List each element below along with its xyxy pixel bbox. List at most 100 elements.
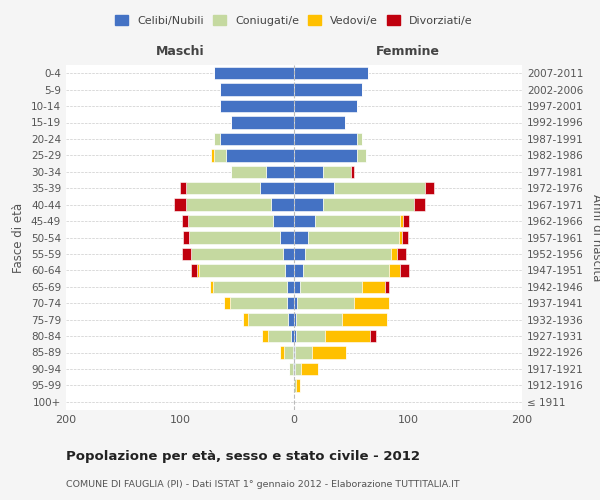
Bar	[294, 166, 323, 178]
Bar	[262, 330, 268, 342]
Bar	[385, 280, 389, 293]
Bar	[334, 182, 425, 194]
Bar	[226, 149, 294, 162]
Bar	[280, 346, 284, 358]
Bar	[294, 198, 323, 211]
Bar	[230, 297, 287, 310]
Text: Femmine: Femmine	[376, 45, 440, 58]
Bar	[289, 363, 293, 375]
Bar	[242, 314, 248, 326]
Bar	[400, 215, 403, 227]
Bar	[182, 248, 191, 260]
Bar	[182, 215, 188, 227]
Bar	[280, 232, 294, 243]
Bar	[298, 297, 355, 310]
Bar	[425, 182, 434, 194]
Bar	[184, 232, 189, 243]
Bar	[399, 232, 403, 243]
Text: Maschi: Maschi	[155, 45, 205, 58]
Bar	[191, 248, 283, 260]
Bar	[294, 264, 303, 276]
Bar	[284, 346, 293, 358]
Bar	[351, 166, 355, 178]
Bar	[211, 149, 214, 162]
Bar	[285, 264, 294, 276]
Text: COMUNE DI FAUGLIA (PI) - Dati ISTAT 1° gennaio 2012 - Elaborazione TUTTITALIA.IT: COMUNE DI FAUGLIA (PI) - Dati ISTAT 1° g…	[66, 480, 460, 489]
Bar	[362, 280, 385, 293]
Bar	[294, 346, 295, 358]
Bar	[403, 232, 408, 243]
Bar	[214, 149, 226, 162]
Bar	[271, 198, 294, 211]
Bar	[294, 100, 356, 112]
Bar	[296, 314, 342, 326]
Bar	[308, 232, 399, 243]
Bar	[186, 182, 260, 194]
Y-axis label: Fasce di età: Fasce di età	[13, 202, 25, 272]
Bar	[355, 297, 389, 310]
Bar	[312, 346, 346, 358]
Bar	[294, 116, 346, 128]
Bar	[325, 330, 370, 342]
Bar	[294, 363, 295, 375]
Bar	[209, 280, 213, 293]
Bar	[301, 363, 318, 375]
Bar	[232, 166, 265, 178]
Bar	[294, 84, 362, 96]
Bar	[293, 363, 294, 375]
Bar	[186, 198, 271, 211]
Bar	[414, 198, 425, 211]
Bar	[397, 248, 406, 260]
Bar	[180, 182, 186, 194]
Y-axis label: Anni di nascita: Anni di nascita	[590, 194, 600, 281]
Bar	[289, 314, 294, 326]
Bar	[268, 330, 290, 342]
Bar	[389, 264, 400, 276]
Bar	[191, 264, 197, 276]
Bar	[294, 297, 298, 310]
Bar	[300, 280, 362, 293]
Bar	[294, 215, 314, 227]
Bar	[220, 133, 294, 145]
Bar	[274, 215, 294, 227]
Bar	[199, 264, 285, 276]
Bar	[294, 182, 334, 194]
Bar	[294, 379, 296, 392]
Bar	[188, 215, 274, 227]
Legend: Celibi/Nubili, Coniugati/e, Vedovi/e, Divorziati/e: Celibi/Nubili, Coniugati/e, Vedovi/e, Di…	[112, 12, 476, 29]
Bar	[294, 314, 296, 326]
Bar	[323, 166, 351, 178]
Bar	[314, 215, 400, 227]
Bar	[305, 248, 391, 260]
Bar	[391, 248, 397, 260]
Bar	[293, 346, 294, 358]
Bar	[287, 297, 294, 310]
Bar	[342, 314, 388, 326]
Bar	[295, 346, 312, 358]
Bar	[290, 330, 294, 342]
Bar	[294, 67, 368, 80]
Bar	[323, 198, 414, 211]
Text: Popolazione per età, sesso e stato civile - 2012: Popolazione per età, sesso e stato civil…	[66, 450, 420, 463]
Bar	[356, 133, 362, 145]
Bar	[296, 379, 300, 392]
Bar	[248, 314, 289, 326]
Bar	[197, 264, 199, 276]
Bar	[174, 198, 186, 211]
Bar	[294, 149, 356, 162]
Bar	[213, 280, 287, 293]
Bar	[214, 67, 294, 80]
Bar	[303, 264, 389, 276]
Bar	[294, 232, 308, 243]
Bar	[295, 363, 301, 375]
Bar	[294, 330, 296, 342]
Bar	[296, 330, 325, 342]
Bar	[294, 248, 305, 260]
Bar	[287, 280, 294, 293]
Bar	[283, 248, 294, 260]
Bar	[220, 84, 294, 96]
Bar	[220, 100, 294, 112]
Bar	[294, 133, 356, 145]
Bar	[265, 166, 294, 178]
Bar	[214, 133, 220, 145]
